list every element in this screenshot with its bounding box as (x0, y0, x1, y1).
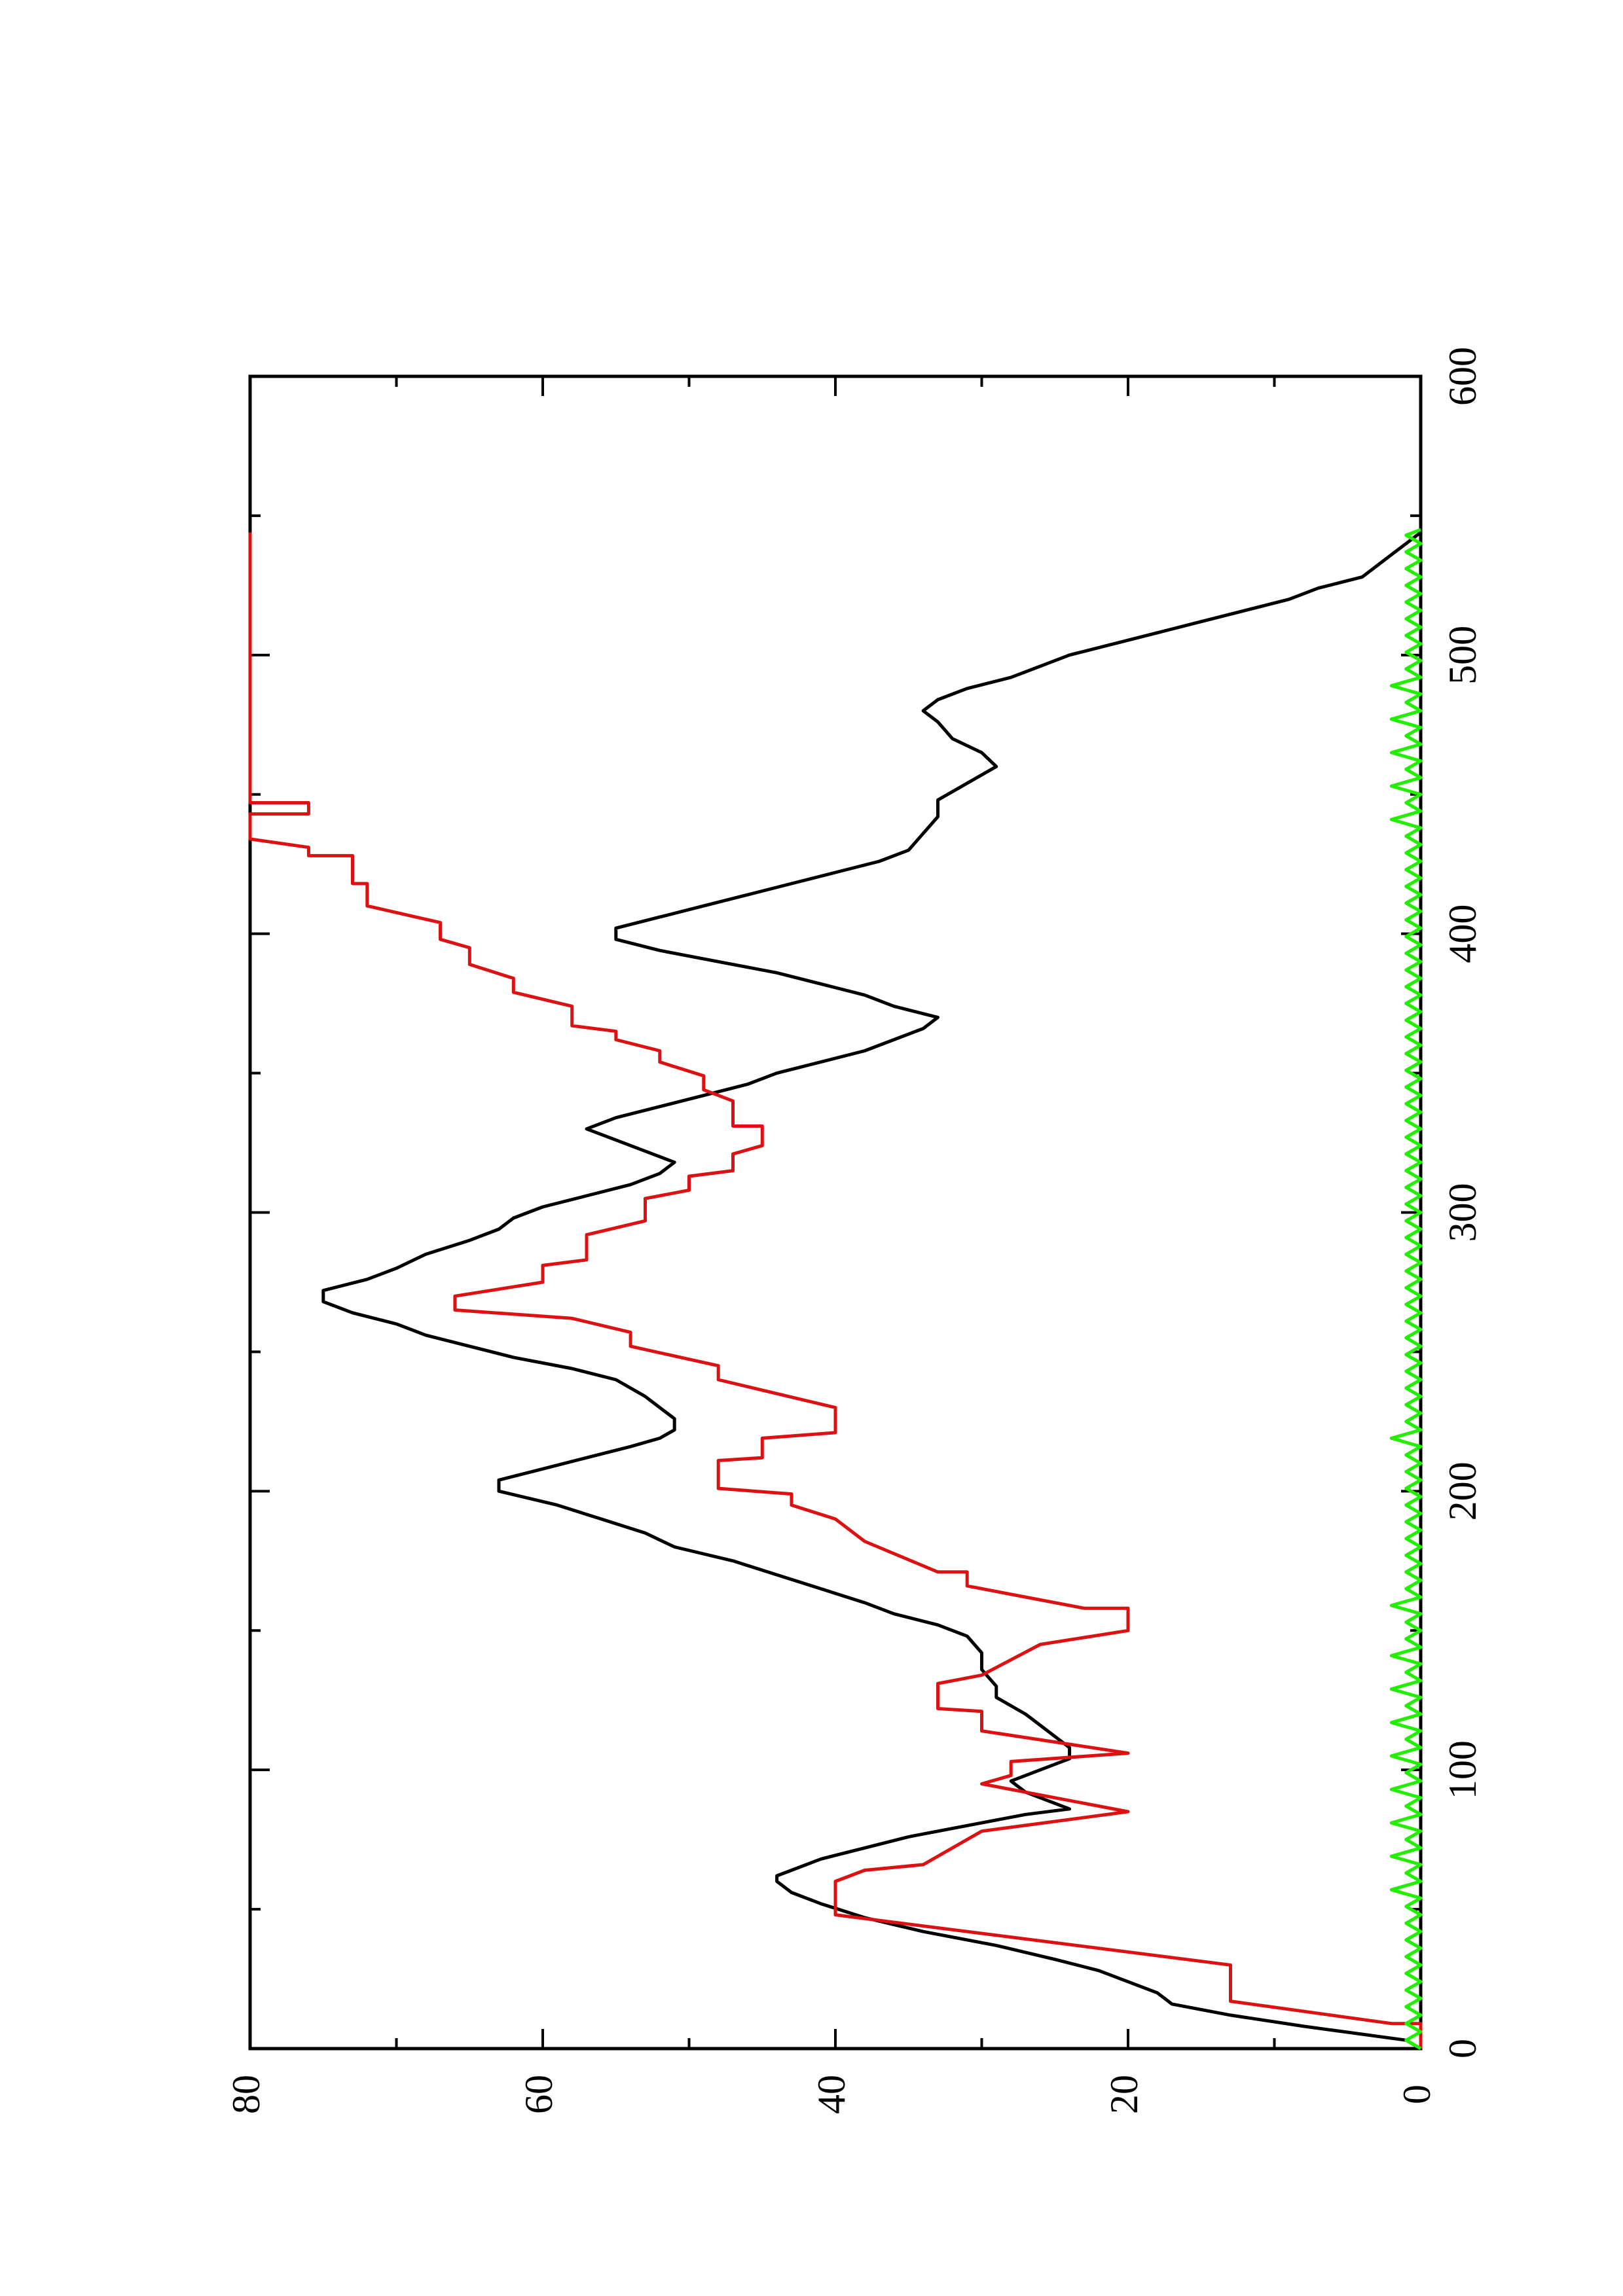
x-tick-label: 0 (1441, 2039, 1484, 2058)
axis-tick-labels: 0 100 200 300 400 500 600 0 20 40 60 80 (225, 347, 1484, 2114)
x-tick-label: 100 (1441, 1740, 1484, 1799)
plot-frame (248, 374, 1423, 2051)
x-tick-label: 200 (1441, 1462, 1484, 1520)
axis-ticks (249, 375, 1422, 2050)
x-tick-label: 300 (1441, 1183, 1484, 1242)
y-tick-label: 40 (810, 2075, 853, 2114)
series-line-3 (1389, 528, 1423, 2051)
data-series (248, 528, 1423, 2051)
x-tick-label: 500 (1441, 626, 1484, 685)
x-tick-label: 400 (1441, 905, 1484, 963)
x-tick-label: 600 (1441, 347, 1484, 406)
y-tick-label: 60 (517, 2075, 560, 2114)
y-tick-label: 80 (225, 2075, 268, 2114)
series-line-1 (321, 531, 1422, 2051)
y-tick-label: 0 (1395, 2085, 1438, 2104)
series-line-2 (248, 532, 1423, 2049)
y-tick-label: 20 (1103, 2075, 1146, 2114)
